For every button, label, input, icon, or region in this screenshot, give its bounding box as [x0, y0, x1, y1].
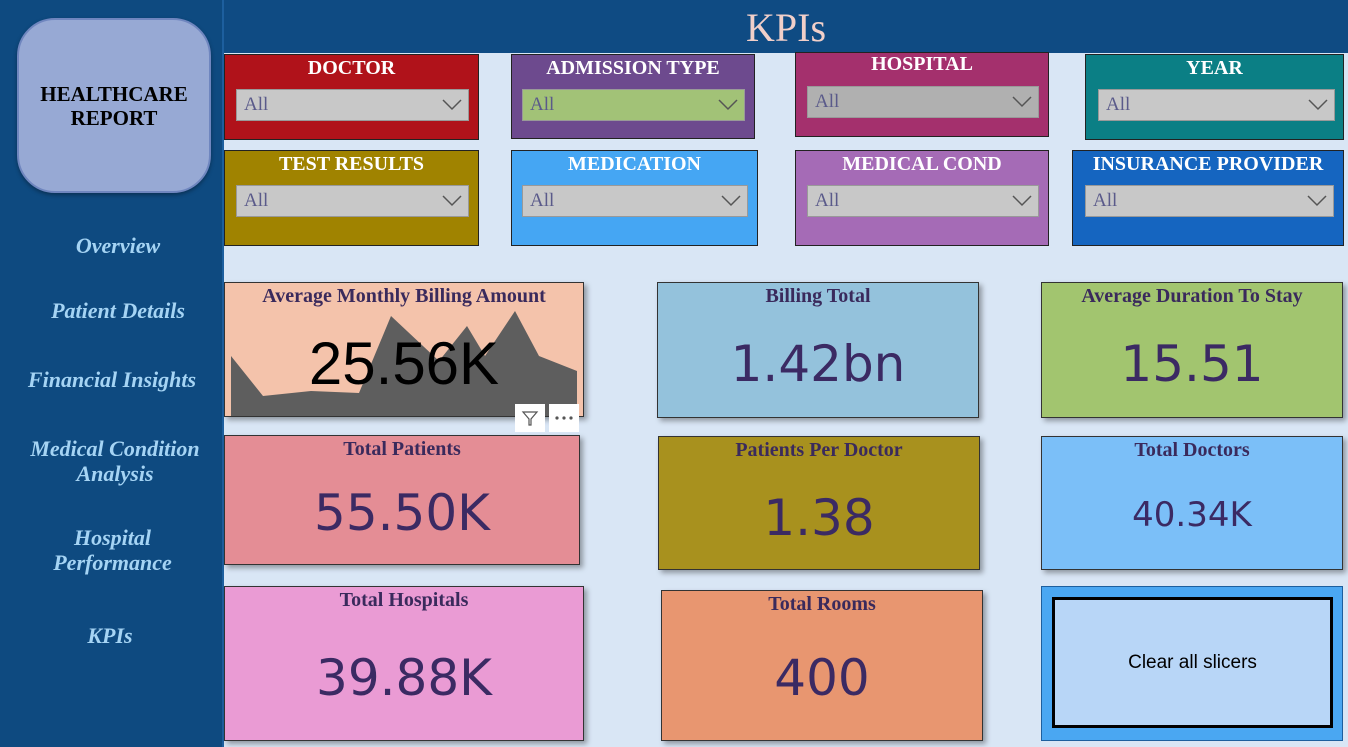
- dropdown-value: All: [815, 91, 840, 112]
- slicer-label: TEST RESULTS: [278, 153, 425, 175]
- slicer-medical-cond: MEDICAL COND All: [795, 150, 1049, 246]
- card-value: 1.42bn: [730, 335, 906, 393]
- card-title: Total Rooms: [768, 593, 876, 615]
- card-total-rooms[interactable]: Total Rooms 400: [661, 590, 983, 741]
- title-bar: KPIs: [224, 0, 1348, 53]
- card-total-patients[interactable]: Total Patients 55.50K: [224, 435, 580, 565]
- medical-cond-dropdown[interactable]: All: [807, 185, 1039, 217]
- nav-kpis[interactable]: KPIs: [87, 623, 133, 648]
- page-title: KPIs: [745, 5, 827, 50]
- slicer-insurance-provider: INSURANCE PROVIDER All: [1072, 150, 1344, 246]
- billing-sparkline: [231, 311, 577, 416]
- slicer-label: MEDICAL COND: [842, 153, 1002, 175]
- card-patients-per-doctor[interactable]: Patients Per Doctor 1.38: [658, 436, 980, 570]
- dropdown-value: All: [815, 190, 840, 211]
- clear-all-slicers-inner[interactable]: Clear all slicers: [1052, 597, 1333, 728]
- sidebar: HEALTHCARE REPORT Overview Patient Detai…: [0, 0, 224, 747]
- slicer-year: YEAR All: [1085, 54, 1344, 140]
- card-title: Billing Total: [765, 285, 871, 307]
- insurance-provider-dropdown[interactable]: All: [1085, 185, 1334, 217]
- slicer-label: HOSPITAL: [871, 53, 973, 75]
- clear-all-slicers-button[interactable]: Clear all slicers: [1041, 586, 1343, 741]
- slicer-label: MEDICATION: [568, 153, 701, 175]
- card-value: 55.50K: [314, 484, 490, 542]
- visual-header-icons: [515, 404, 579, 432]
- card-average-duration-stay[interactable]: Average Duration To Stay 15.51: [1041, 282, 1343, 418]
- card-value: 15.51: [1120, 335, 1264, 393]
- card-average-monthly-billing[interactable]: Average Monthly Billing Amount 25.56K: [224, 282, 584, 417]
- chevron-down-icon: [1012, 96, 1032, 108]
- dropdown-value: All: [1106, 94, 1131, 115]
- card-value: 25.56K: [308, 330, 500, 397]
- chevron-down-icon: [1307, 195, 1327, 207]
- nav-overview[interactable]: Overview: [75, 233, 161, 258]
- card-value: 39.88K: [316, 649, 492, 707]
- clear-all-slicers-label: Clear all slicers: [1128, 651, 1257, 673]
- card-title: Total Doctors: [1134, 439, 1250, 461]
- chevron-down-icon: [1012, 195, 1032, 207]
- nav-medical-condition-analysis[interactable]: Medical Condition Analysis: [30, 436, 200, 486]
- dropdown-value: All: [1093, 190, 1118, 211]
- card-title: Total Patients: [343, 438, 461, 460]
- nav-financial-insights[interactable]: Financial Insights: [27, 367, 197, 392]
- chevron-down-icon: [442, 195, 462, 207]
- hospital-dropdown[interactable]: All: [807, 86, 1039, 118]
- card-title: Total Hospitals: [339, 589, 469, 611]
- chevron-down-icon: [1308, 99, 1328, 111]
- slicer-label: YEAR: [1186, 57, 1243, 79]
- dropdown-value: All: [530, 190, 555, 211]
- medication-dropdown[interactable]: All: [522, 185, 748, 217]
- slicer-doctor: DOCTOR All: [224, 54, 479, 140]
- card-billing-total[interactable]: Billing Total 1.42bn: [657, 282, 979, 418]
- nav-patient-details[interactable]: Patient Details: [51, 298, 185, 323]
- chevron-down-icon: [442, 99, 462, 111]
- chevron-down-icon: [721, 195, 741, 207]
- chevron-down-icon: [718, 99, 738, 111]
- slicer-admission-type: ADMISSION TYPE All: [511, 54, 755, 139]
- card-total-doctors[interactable]: Total Doctors 40.34K: [1041, 436, 1343, 570]
- card-title: Average Monthly Billing Amount: [262, 285, 546, 307]
- year-dropdown[interactable]: All: [1098, 89, 1335, 121]
- slicer-medication: MEDICATION All: [511, 150, 758, 246]
- card-value: 40.34K: [1132, 495, 1252, 535]
- slicer-label: DOCTOR: [307, 57, 396, 79]
- card-title: Average Duration To Stay: [1081, 285, 1303, 307]
- slicer-label: INSURANCE PROVIDER: [1092, 153, 1324, 175]
- more-options-icon[interactable]: [549, 404, 579, 432]
- card-title: Patients Per Doctor: [735, 439, 903, 461]
- slicer-hospital: HOSPITAL All: [795, 52, 1049, 137]
- card-value: 400: [774, 649, 870, 707]
- dropdown-value: All: [244, 190, 269, 211]
- slicer-test-results: TEST RESULTS All: [224, 150, 479, 246]
- card-value: 1.38: [763, 489, 875, 547]
- dropdown-value: All: [530, 94, 555, 115]
- nav-hospital-performance[interactable]: Hospital Performance: [53, 525, 172, 575]
- doctor-dropdown[interactable]: All: [236, 89, 469, 121]
- test-results-dropdown[interactable]: All: [236, 185, 469, 217]
- card-total-hospitals[interactable]: Total Hospitals 39.88K: [224, 586, 584, 741]
- report-logo: HEALTHCARE REPORT: [17, 18, 211, 193]
- dropdown-value: All: [244, 94, 269, 115]
- slicer-label: ADMISSION TYPE: [546, 57, 720, 79]
- admission-type-dropdown[interactable]: All: [522, 89, 745, 121]
- filter-icon[interactable]: [515, 404, 545, 432]
- logo-text: HEALTHCARE REPORT: [40, 81, 188, 130]
